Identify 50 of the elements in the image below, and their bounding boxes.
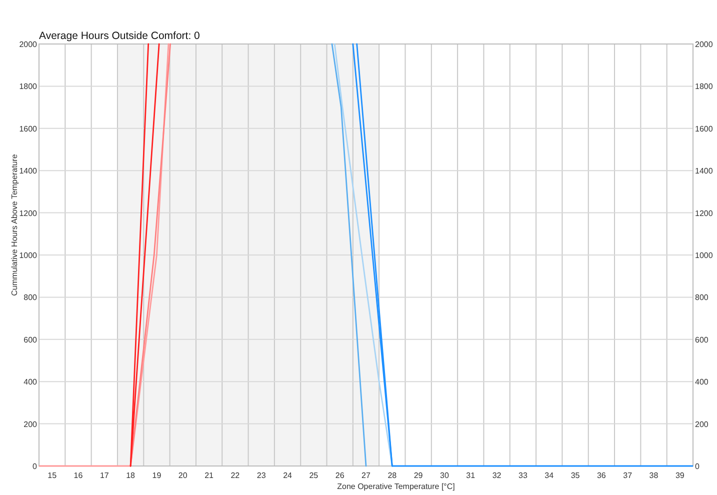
y2-tick-label: 1000: [695, 251, 714, 260]
y2-tick-label: 1600: [695, 124, 714, 134]
x-tick-label: 34: [544, 471, 554, 480]
x-tick-label: 20: [178, 471, 188, 480]
x-tick-label: 31: [466, 471, 476, 480]
y-tick-label: 600: [24, 335, 38, 344]
x-tick-label: 39: [675, 471, 685, 480]
x-tick-label: 16: [74, 471, 84, 480]
x-tick-label: 22: [230, 471, 240, 480]
x-tick-label: 33: [518, 471, 528, 480]
y-tick-label: 1200: [19, 208, 38, 218]
x-tick-label: 27: [362, 471, 371, 480]
x-tick-label: 18: [126, 471, 136, 480]
y-tick-label: 800: [24, 293, 38, 302]
y-axis-title: Cummulative Hours Above Temperature: [10, 154, 19, 296]
x-tick-label: 15: [48, 471, 58, 480]
y-tick-label: 400: [24, 378, 38, 387]
x-tick-label: 26: [335, 471, 345, 480]
y2-tick-label: 0: [695, 462, 700, 471]
chart-title: Average Hours Outside Comfort: 0: [39, 30, 200, 42]
y-tick-label: 1000: [19, 251, 38, 260]
y-tick-label: 2000: [19, 40, 38, 49]
x-tick-label: 35: [570, 471, 580, 480]
x-tick-label: 23: [256, 471, 266, 480]
y2-tick-label: 200: [695, 420, 709, 429]
y2-tick-label: 1400: [695, 166, 714, 176]
x-tick-label: 17: [100, 471, 110, 480]
x-tick-label: 25: [309, 471, 319, 480]
x-tick-label: 37: [623, 471, 633, 480]
x-tick-label: 29: [414, 471, 424, 480]
y2-tick-label: 800: [695, 293, 709, 302]
y2-tick-label: 600: [695, 335, 709, 344]
y2-tick-label: 1800: [695, 82, 714, 92]
y-tick-label: 1600: [19, 124, 38, 134]
y-tick-label: 1800: [19, 82, 38, 92]
x-tick-label: 30: [440, 471, 450, 480]
y2-tick-label: 400: [695, 378, 709, 387]
x-tick-label: 21: [204, 471, 214, 480]
y-tick-label: 200: [24, 420, 38, 429]
x-tick-label: 32: [492, 471, 502, 480]
y2-tick-label: 2000: [695, 40, 714, 49]
y-tick-label: 1400: [19, 166, 38, 176]
x-tick-label: 38: [649, 471, 659, 480]
x-tick-label: 24: [283, 471, 293, 480]
x-tick-label: 28: [388, 471, 398, 480]
y2-tick-label: 1200: [695, 208, 714, 218]
x-tick-label: 19: [152, 471, 162, 480]
x-axis-title: Zone Operative Temperature [°C]: [337, 482, 455, 491]
y-tick-label: 0: [32, 462, 38, 471]
x-tick-label: 36: [596, 471, 606, 480]
